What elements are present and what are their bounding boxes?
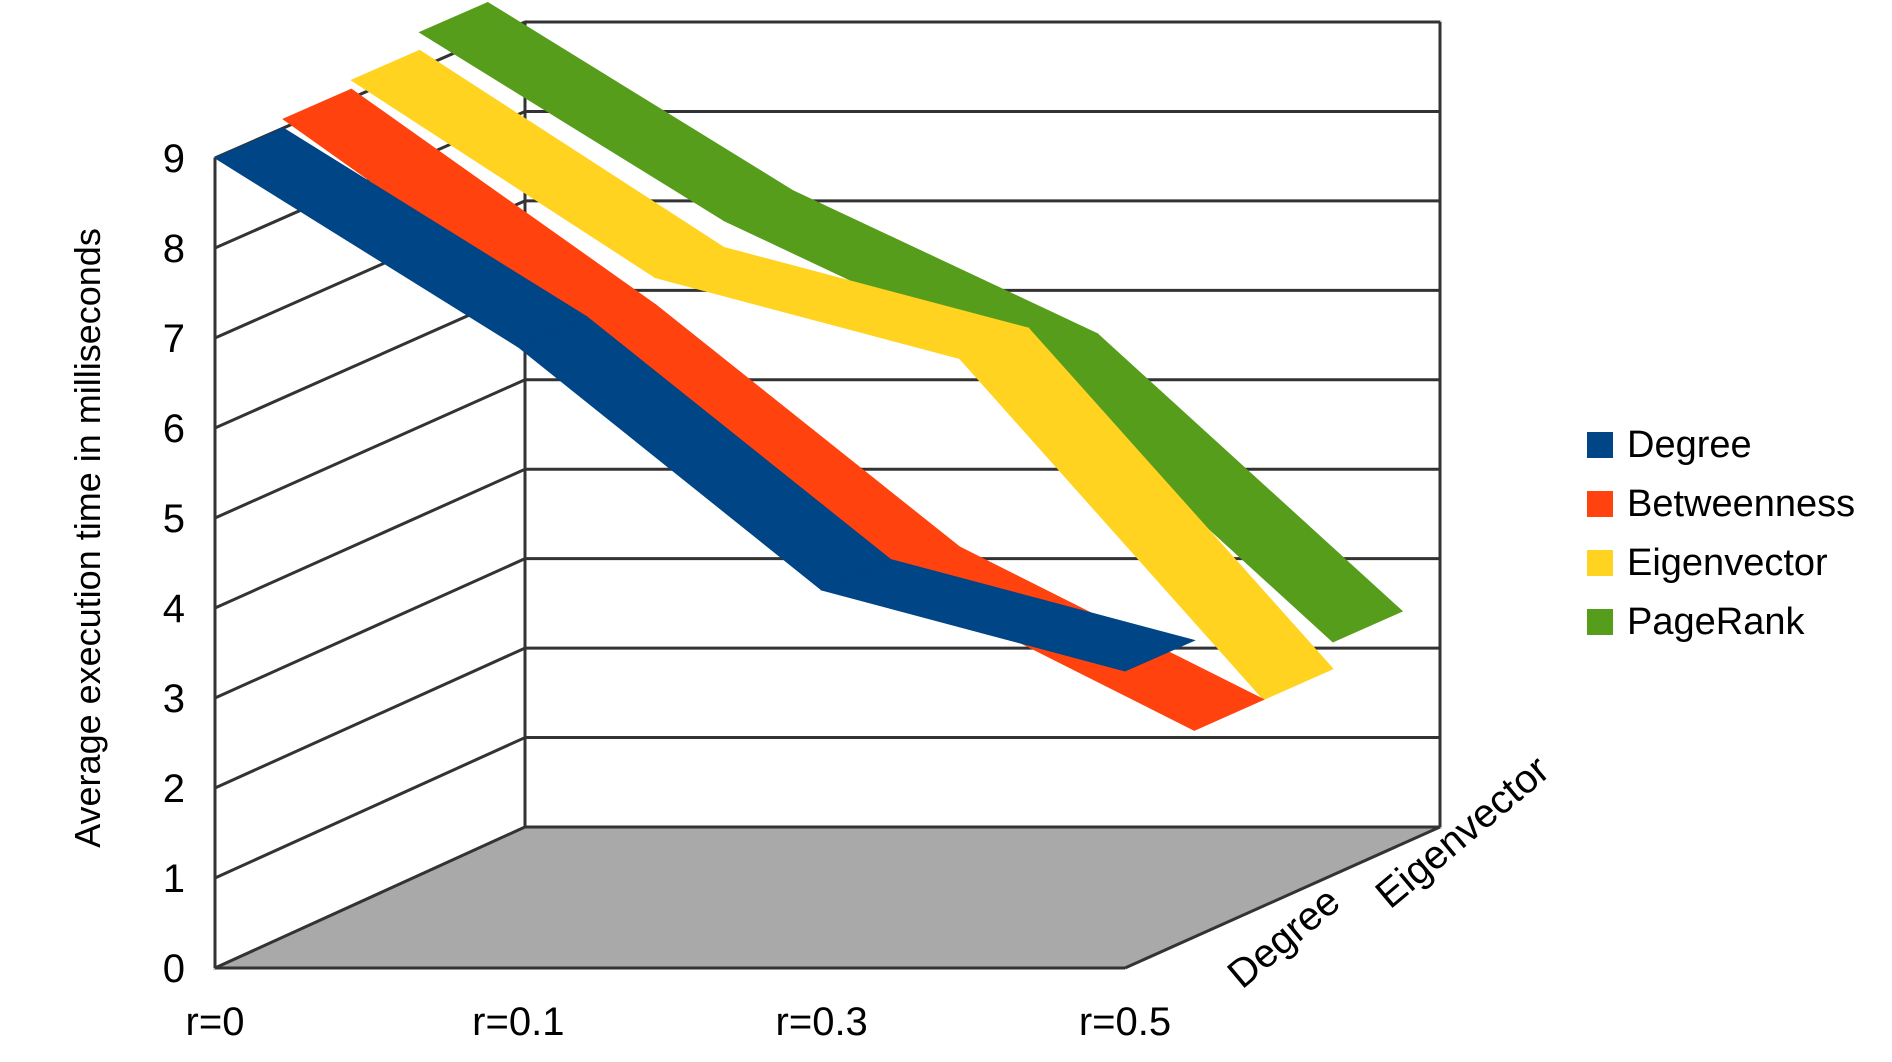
y-tick-label: 7 (163, 317, 185, 361)
ribbon-segment (820, 558, 1196, 672)
y-tick-label: 6 (163, 407, 185, 451)
series-degree (213, 127, 1196, 672)
y-tick-label: 8 (163, 227, 185, 271)
x-axis-ticks: r=0 r=0.1 r=0.3 r=0.5 (186, 1000, 1172, 1044)
y-tick-label: 3 (163, 677, 185, 721)
y-tick-label: 0 (163, 947, 185, 991)
legend-label: PageRank (1627, 601, 1805, 643)
y-axis-ticks: 0 1 2 3 4 5 6 7 8 9 (163, 137, 185, 991)
side-gridline (214, 467, 526, 610)
legend-swatch (1587, 491, 1613, 517)
y-tick-label: 9 (163, 137, 185, 181)
legend: Degree Betweenness Eigenvector PageRank (1587, 424, 1855, 643)
legend-label: Betweenness (1627, 483, 1855, 525)
y-tick-label: 2 (163, 767, 185, 811)
chart-series-ribbons (213, 1, 1404, 731)
chart-floor (215, 827, 1440, 968)
x-tick-label: r=0.5 (1079, 1000, 1171, 1044)
series-pagerank (418, 1, 1404, 643)
y-tick-label: 4 (163, 587, 185, 631)
side-gridline (214, 646, 526, 790)
ribbon-segment (958, 327, 1334, 701)
legend-swatch (1587, 432, 1613, 458)
depth-axis-line (1124, 825, 1441, 970)
series-eigenvector (350, 49, 1334, 701)
side-gridline (214, 825, 526, 970)
ribbon-segment (1027, 333, 1404, 643)
legend-swatch (1587, 550, 1613, 576)
side-gridline (214, 378, 526, 520)
y-tick-label: 5 (163, 497, 185, 541)
side-gridline (214, 736, 526, 880)
legend-swatch (1587, 609, 1613, 635)
legend-label: Eigenvector (1627, 542, 1828, 584)
x-tick-label: r=0 (186, 1000, 245, 1044)
x-tick-label: r=0.3 (776, 1000, 868, 1044)
y-tick-label: 1 (163, 857, 185, 901)
legend-label: Degree (1627, 424, 1752, 466)
x-tick-label: r=0.1 (472, 1000, 564, 1044)
y-axis-title: Average execution time in milliseconds (67, 228, 108, 848)
side-gridline (214, 557, 526, 700)
